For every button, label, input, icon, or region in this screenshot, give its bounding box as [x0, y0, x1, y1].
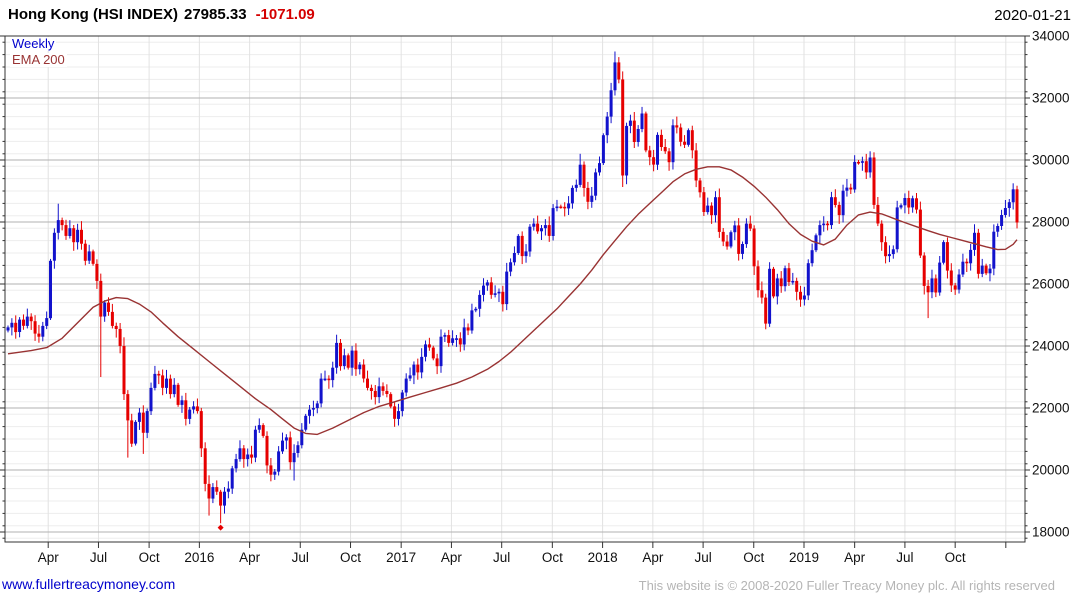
x-axis-tick-label: 2017 — [386, 550, 416, 565]
price-change: -1071.09 — [255, 6, 315, 23]
site-link[interactable]: www.fullertreacymoney.com — [2, 576, 176, 592]
x-axis-tick-label: Apr — [642, 550, 664, 565]
x-axis-tick-label: Apr — [844, 550, 866, 565]
x-axis-tick-label: Jul — [90, 550, 107, 565]
x-axis-tick-label: Jul — [292, 550, 309, 565]
x-axis-tick-label: 2016 — [184, 550, 214, 565]
y-axis-tick-label: 26000 — [1032, 277, 1070, 292]
grid-major-horizontal — [5, 35, 1025, 533]
y-axis-tick-label: 18000 — [1032, 525, 1070, 540]
x-axis-tick-label: Jul — [896, 550, 913, 565]
axis-ticks — [0, 35, 1030, 548]
y-axis-tick-label: 28000 — [1032, 215, 1070, 230]
copyright-text: This website is © 2008-2020 Fuller Treac… — [638, 578, 1055, 593]
legend-timeframe: Weekly — [10, 36, 57, 51]
legend-ema-200: EMA 200 — [10, 52, 67, 67]
last-price: 27985.33 — [183, 6, 247, 23]
x-axis-tick-label: 2019 — [789, 550, 819, 565]
x-axis-tick-label: Apr — [441, 550, 463, 565]
grid-vertical — [47, 36, 1007, 542]
x-axis-tick-label: Oct — [139, 550, 160, 565]
low-marker-icon — [217, 524, 224, 531]
candles — [6, 51, 1019, 524]
chart-date: 2020-01-21 — [994, 7, 1071, 24]
y-axis-tick-label: 22000 — [1032, 401, 1070, 416]
y-axis-tick-label: 24000 — [1032, 339, 1070, 354]
instrument-title: Hong Kong (HSI INDEX) — [8, 6, 178, 23]
x-axis-tick-label: Oct — [945, 550, 966, 565]
x-axis-tick-label: Jul — [694, 550, 711, 565]
title-bar: Hong Kong (HSI INDEX) 27985.33 -1071.09 — [8, 6, 315, 28]
y-axis-tick-label: 34000 — [1032, 29, 1070, 44]
x-axis-labels: Apr Jul Oct 2016 Apr Jul Oct 2017 Apr Jul Oct 2018 A… — [38, 550, 966, 565]
x-axis-tick-label: Oct — [340, 550, 361, 565]
x-axis-tick-label: Oct — [542, 550, 563, 565]
y-axis-tick-label: 30000 — [1032, 153, 1070, 168]
grid-minor-horizontal — [5, 41, 1025, 539]
x-axis-tick-label: 2018 — [588, 550, 618, 565]
ema-line — [7, 166, 1018, 436]
x-axis-tick-label: Apr — [239, 550, 261, 565]
x-axis-tick-label: Jul — [493, 550, 510, 565]
plot-frame — [4, 35, 1026, 543]
y-axis-labels: 18000 20000 22000 24000 26000 28000 30000 32000… — [1032, 29, 1070, 540]
x-axis-tick-label: Oct — [743, 550, 764, 565]
y-axis-tick-label: 20000 — [1032, 463, 1070, 478]
x-axis-tick-label: Apr — [38, 550, 60, 565]
y-axis-tick-label: 32000 — [1032, 91, 1070, 106]
